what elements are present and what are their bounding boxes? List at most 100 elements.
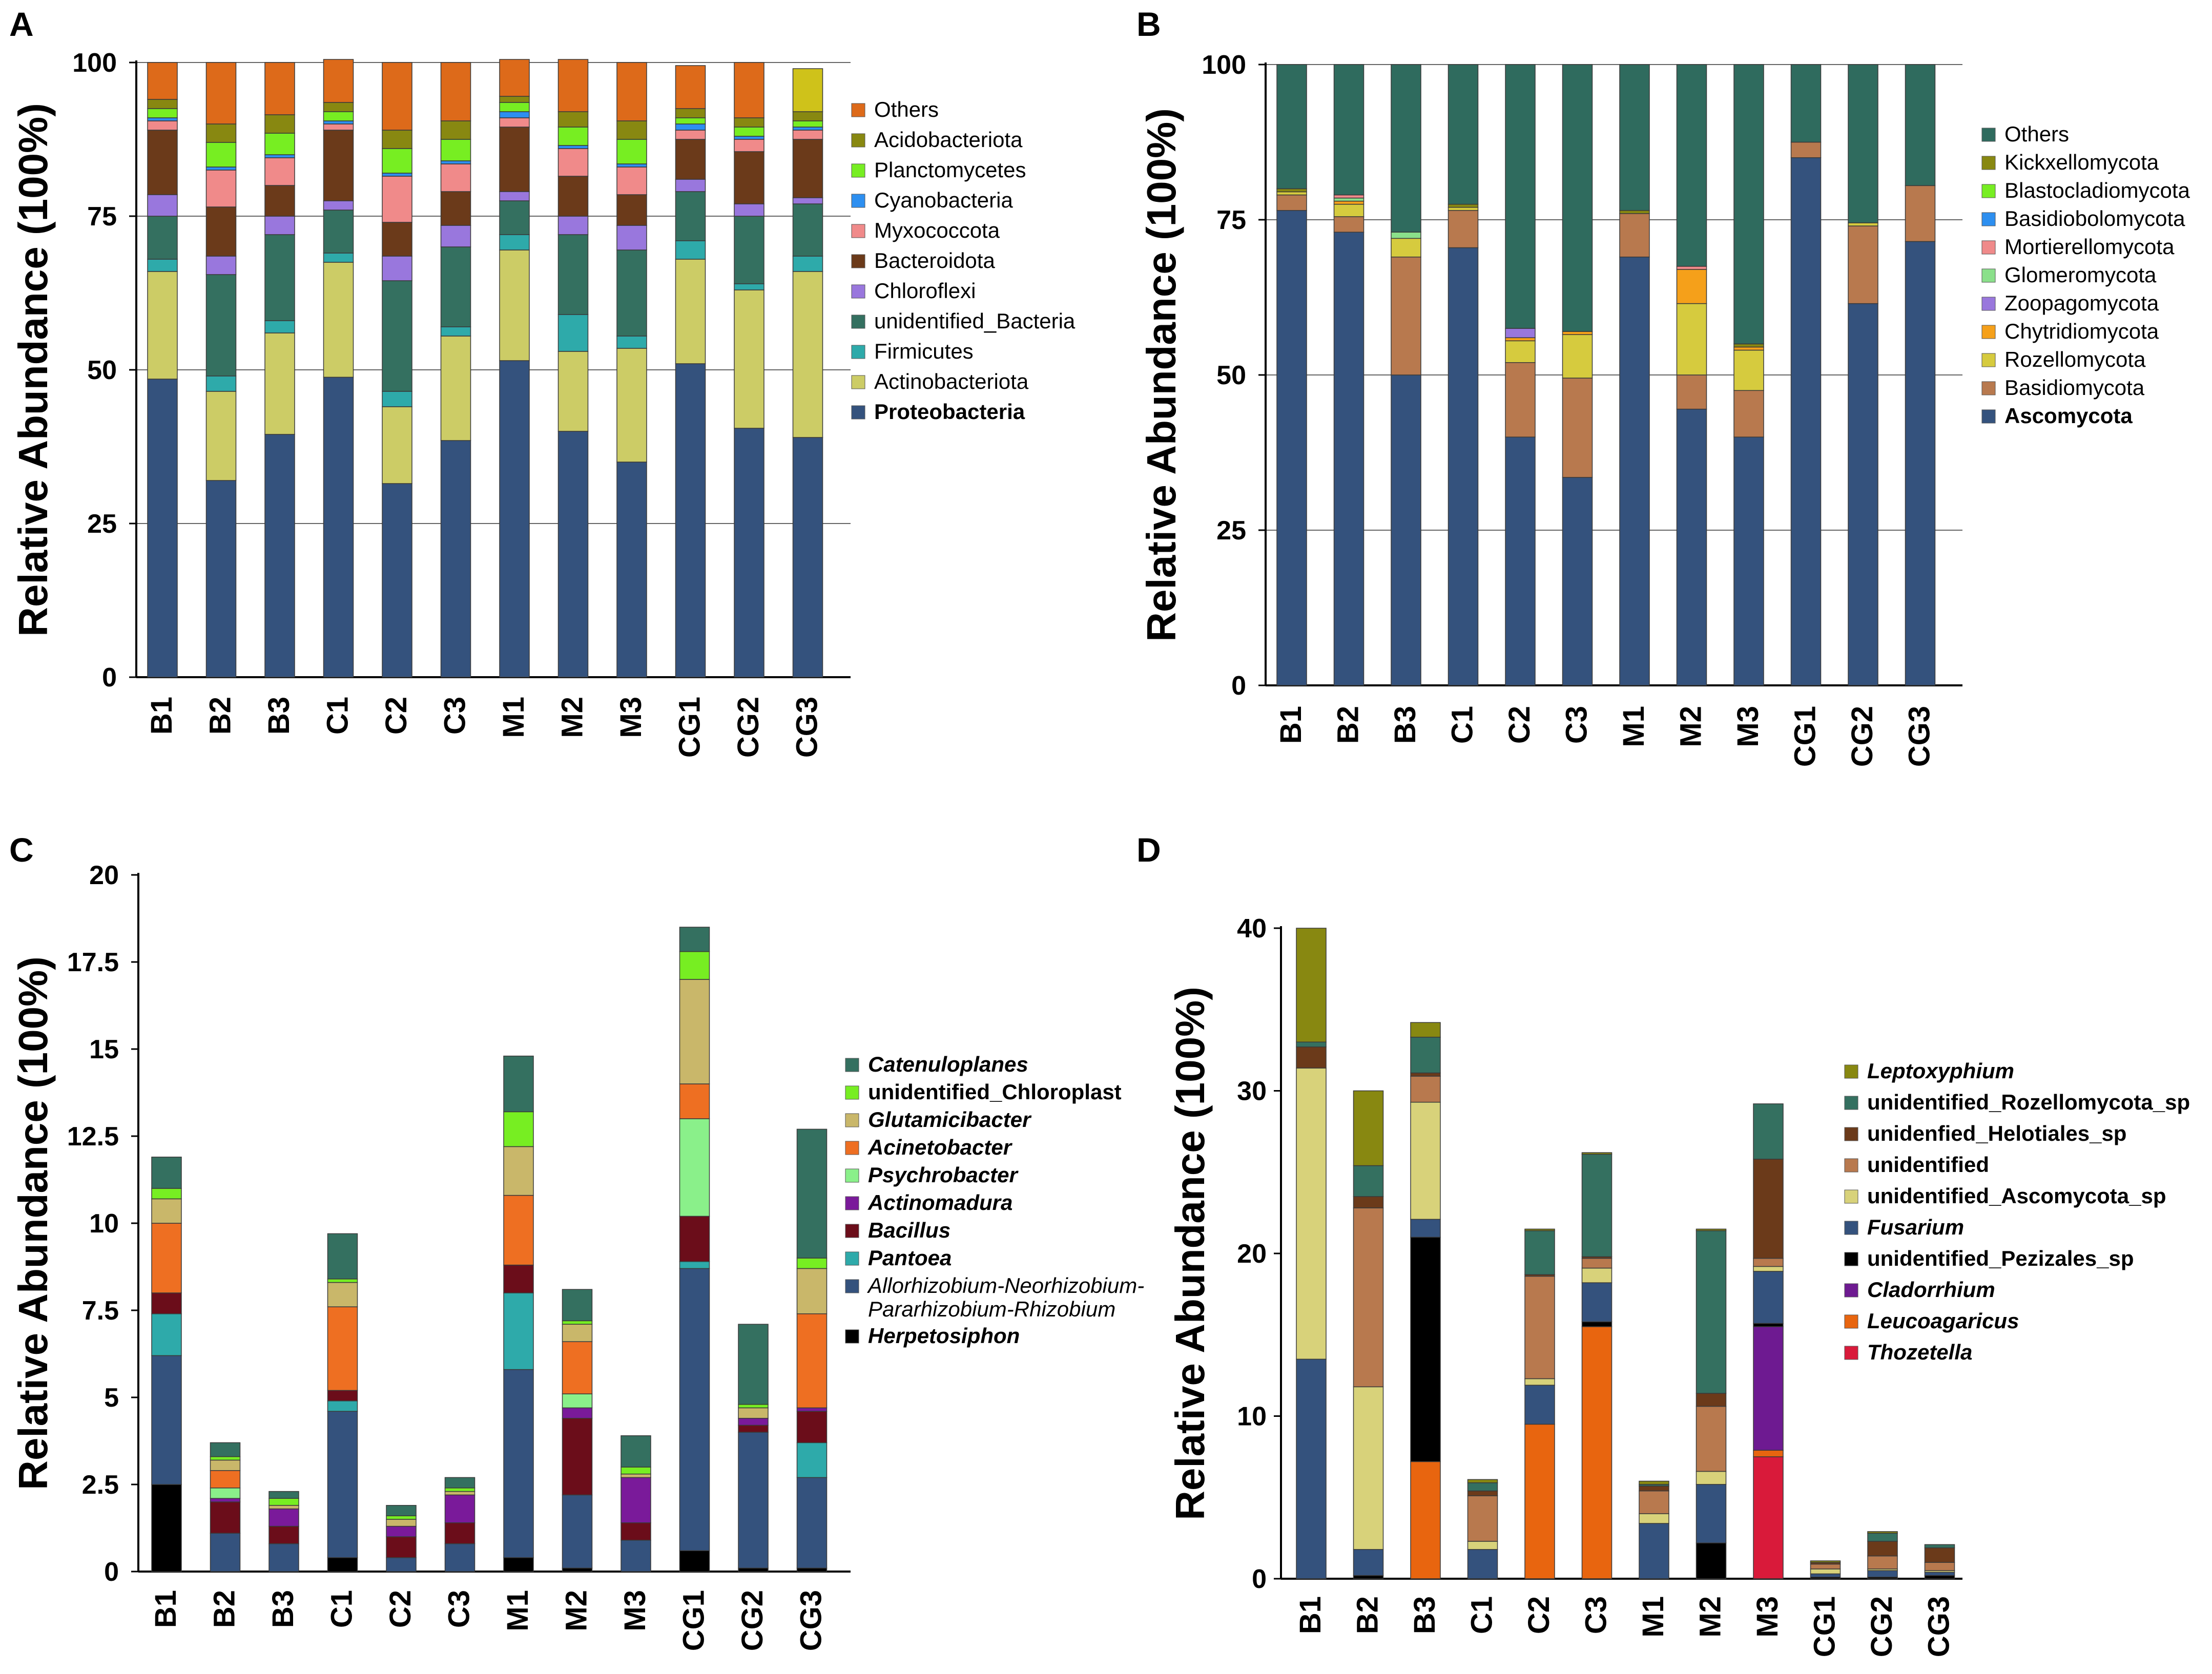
bar-segment <box>1333 64 1365 196</box>
legend-swatch <box>1844 1064 1858 1079</box>
bar-segment <box>1676 374 1707 410</box>
bar-segment <box>1448 247 1479 686</box>
legend-swatch <box>851 315 865 329</box>
bar-segment <box>679 927 710 952</box>
bar-segment <box>1619 256 1650 686</box>
bar-segment <box>323 200 354 211</box>
bar-segment <box>1353 1196 1384 1208</box>
bar-segment <box>734 283 764 290</box>
bar-segment <box>1391 374 1421 686</box>
bar-segment <box>562 1324 593 1342</box>
bar-segment <box>1524 1275 1555 1379</box>
legend-label-cont: Pararhizobium-Rhizobium <box>868 1297 1115 1321</box>
bar-segment <box>264 332 295 435</box>
x-tick-label: M1 <box>501 1590 534 1631</box>
bar-segment <box>1639 1480 1669 1485</box>
bar-segment <box>1848 64 1878 223</box>
x-tick-label: CG3 <box>1903 706 1936 767</box>
bar-segment <box>1733 343 1764 348</box>
bar-segment <box>1353 1549 1384 1576</box>
bar-segment <box>1581 1152 1613 1155</box>
legend-label: Leucoagaricus <box>1867 1309 2019 1333</box>
y-axis-label: Relative Abundance (100%) <box>1139 108 1184 642</box>
panel-letter: B <box>1136 5 1161 43</box>
bar-segment <box>444 1477 476 1489</box>
legend-swatch <box>845 1058 859 1072</box>
bar-segment <box>675 123 706 131</box>
bar-segment <box>557 216 589 235</box>
bar-segment <box>1467 1549 1498 1579</box>
legend-swatch <box>851 224 865 238</box>
bar-segment <box>327 1233 358 1280</box>
bar-segment <box>1733 390 1764 437</box>
bar-segment <box>616 194 647 226</box>
bar-segment <box>675 240 706 260</box>
legend-swatch <box>851 254 865 268</box>
bar-segment <box>268 1525 299 1544</box>
bar-segment <box>147 117 178 121</box>
bar-segment <box>264 157 295 186</box>
bar-segment <box>1505 337 1536 342</box>
bar-segment <box>1810 1563 1841 1570</box>
x-tick-label: B3 <box>1389 706 1422 744</box>
bar-segment <box>1924 1562 1955 1571</box>
legend-swatch <box>1844 1189 1858 1204</box>
bar-segment <box>679 979 710 1084</box>
bar-segment <box>1867 1531 1898 1534</box>
bar-segment <box>210 1442 241 1457</box>
x-tick-label: CG2 <box>1846 706 1879 767</box>
legend-label: Glutamicibacter <box>868 1107 1032 1132</box>
legend-label: Firmicutes <box>874 339 974 363</box>
x-tick-label: C1 <box>1446 706 1479 744</box>
x-tick-label: M3 <box>614 697 648 738</box>
bar-segment <box>323 210 354 254</box>
bar-segment <box>679 1550 710 1572</box>
bar-segment <box>1810 1560 1841 1563</box>
bar-segment <box>151 1292 182 1314</box>
bar-segment <box>1410 1237 1441 1462</box>
bar-segment <box>792 130 823 140</box>
bar-segment <box>327 1282 358 1307</box>
bar-segment <box>147 62 178 100</box>
panel-C: C 0 2.5 5 7.5 10 12.5 15 17.5 20 Relative Abundanc… <box>9 831 1144 1651</box>
legend-label: Cyanobacteria <box>874 188 1013 212</box>
bar-segment <box>792 203 823 257</box>
bar-segment <box>738 1432 769 1568</box>
bar-segment <box>386 1505 417 1516</box>
bar-segment <box>562 1567 593 1572</box>
legend-label: unidentified_Chloroplast <box>868 1080 1122 1104</box>
bar-segment <box>1467 1482 1498 1492</box>
x-tick-label: M3 <box>618 1590 652 1631</box>
bar-segment <box>1905 185 1936 242</box>
bar-segment <box>1753 1323 1784 1327</box>
bar-segment <box>1467 1541 1498 1550</box>
bar-segment <box>621 1477 651 1523</box>
bar-segment <box>621 1522 651 1541</box>
legend: Others Kickxellomycota Blastocladiomycota B… <box>1981 122 2190 428</box>
bar-segment <box>1753 1266 1784 1272</box>
bar-segment <box>557 176 589 217</box>
y-tick-label: 25 <box>1216 516 1246 546</box>
bar-segment <box>1410 1219 1441 1238</box>
legend-swatch <box>1844 1283 1858 1298</box>
bar-segment <box>151 1355 182 1485</box>
bar-segment <box>1676 303 1707 375</box>
x-tick-label: C3 <box>1560 706 1594 744</box>
legend-swatch <box>1981 353 1996 367</box>
legend-swatch <box>845 1141 859 1155</box>
panel-letter: D <box>1136 831 1161 869</box>
bar-segment <box>738 1324 769 1405</box>
legend-swatch <box>845 1251 859 1266</box>
bar-segment <box>562 1407 593 1419</box>
bar-segment <box>1276 191 1307 196</box>
bar-segment <box>1524 1230 1555 1275</box>
bar-segment <box>621 1467 651 1475</box>
bar-segment <box>444 1522 476 1544</box>
bar-segment <box>792 437 823 678</box>
bar-segment <box>323 120 354 124</box>
x-tick-label: CG2 <box>736 1590 769 1651</box>
bar-segment <box>1276 64 1307 190</box>
bar-segment <box>1696 1230 1727 1394</box>
bar-segment <box>1296 1358 1327 1579</box>
bar-segment <box>499 200 530 235</box>
